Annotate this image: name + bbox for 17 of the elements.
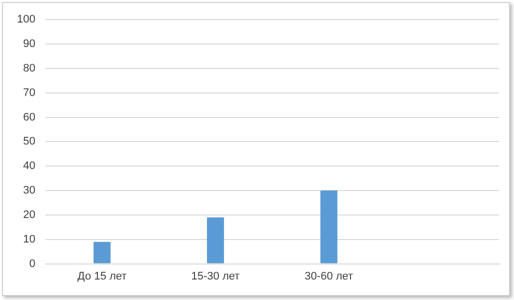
y-tick-label: 50 [23, 136, 36, 148]
y-tick-label: 70 [23, 86, 36, 99]
y-tick-label: 100 [16, 14, 36, 26]
y-tick-label: 90 [23, 38, 36, 50]
x-tick-label: До 15 лет [77, 270, 127, 282]
bar [320, 190, 338, 264]
bar [94, 242, 111, 264]
y-tick-label: 60 [23, 111, 36, 124]
y-tick-label: 80 [23, 62, 36, 74]
y-tick-label: 0 [29, 258, 36, 270]
y-tick-label: 20 [23, 208, 36, 221]
y-tick-label: 40 [23, 160, 36, 172]
x-tick-label: 30-60 лет [304, 270, 354, 282]
y-tick-label: 30 [23, 184, 36, 197]
x-tick-label: 15-30 лет [191, 270, 240, 282]
y-tick-label: 10 [23, 233, 36, 246]
bar [206, 217, 224, 264]
